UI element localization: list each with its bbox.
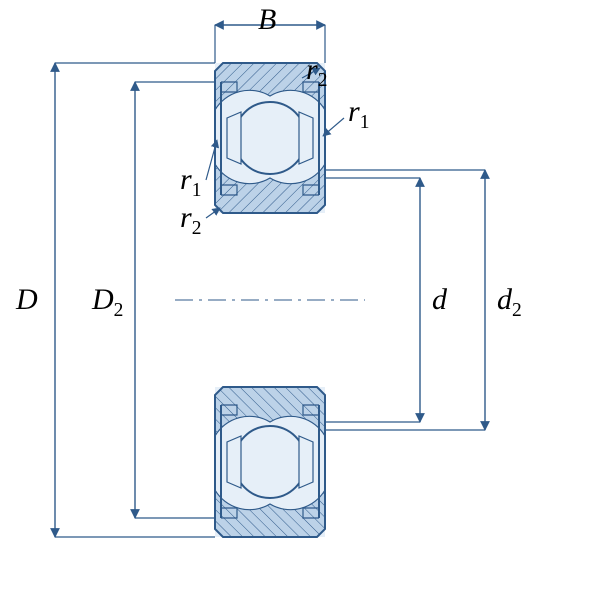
label-r1-outer: r1: [348, 97, 369, 133]
label-D2: D2: [92, 285, 123, 321]
label-r1-inner: r1: [180, 165, 201, 201]
label-B: B: [258, 5, 276, 35]
label-r2-outer: r2: [306, 55, 327, 91]
label-d2: d2: [497, 285, 522, 321]
label-d: d: [432, 285, 447, 315]
bearing-cross-section-diagram: D D2 d d2 B r1 r2 r1 r2: [0, 0, 600, 600]
label-r2-inner: r2: [180, 203, 201, 239]
label-D: D: [16, 285, 38, 315]
